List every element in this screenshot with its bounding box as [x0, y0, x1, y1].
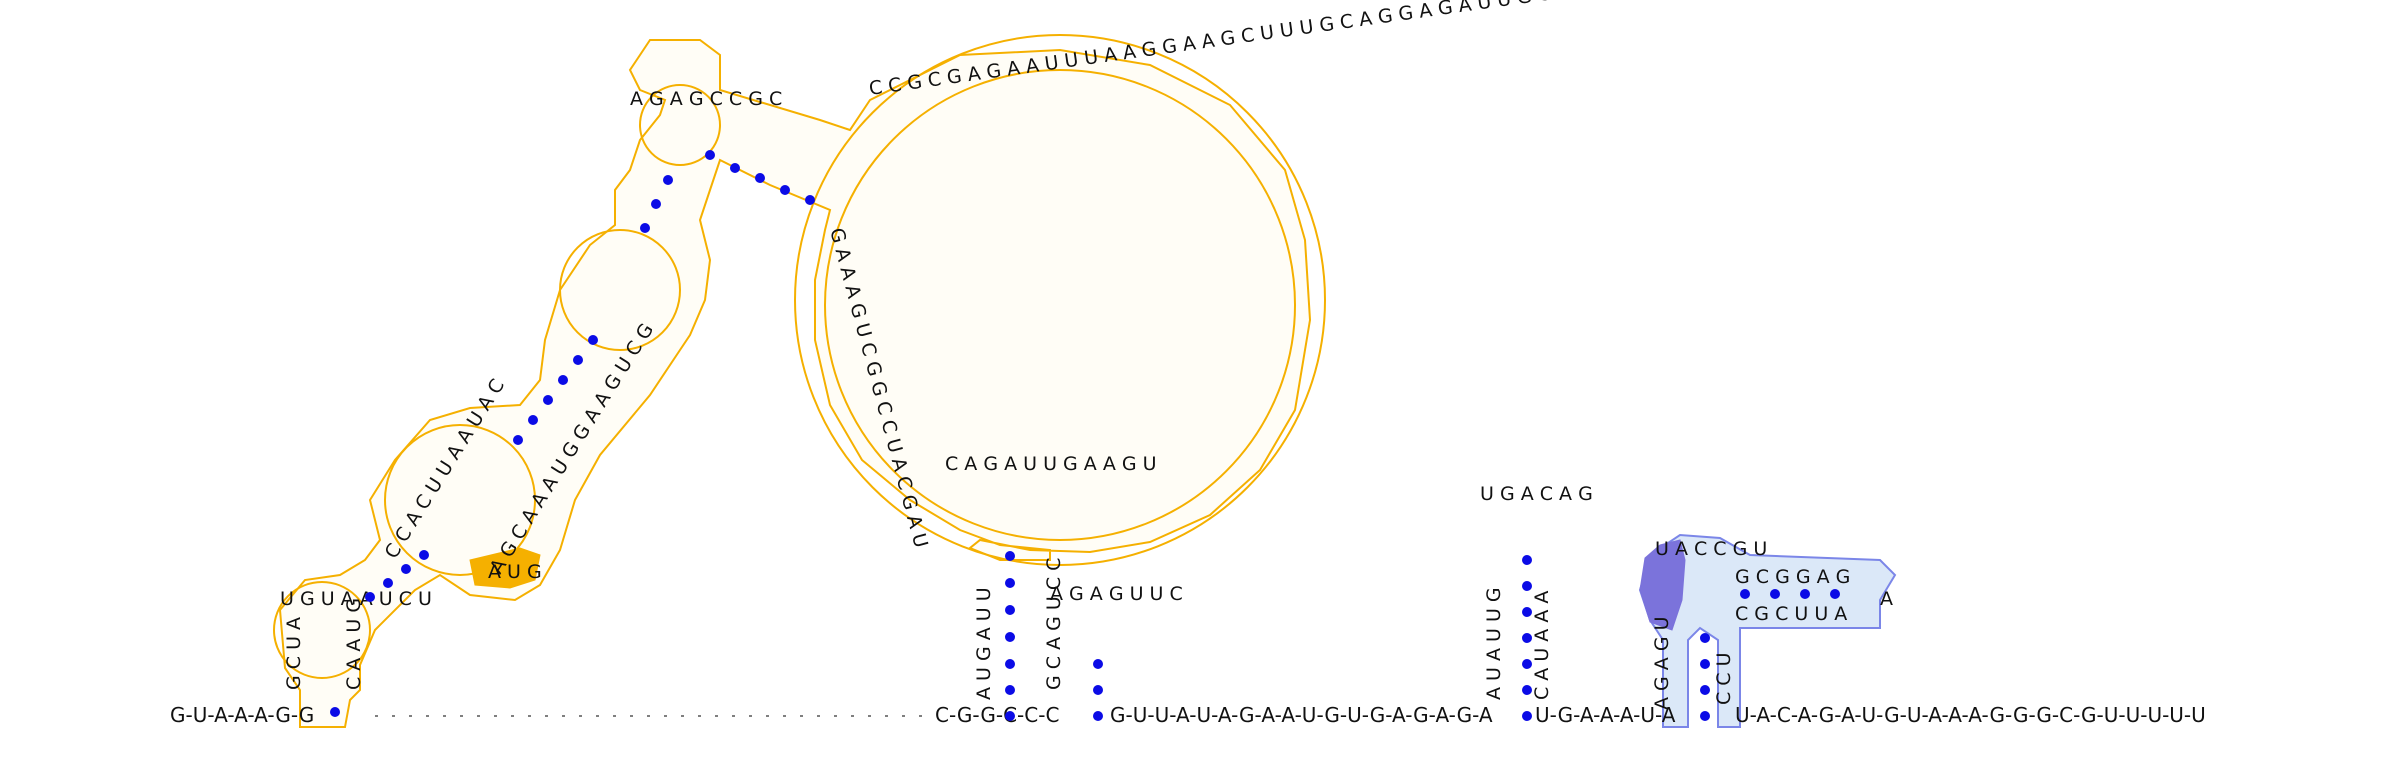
s4-inner-stem: C C U: [1713, 652, 1735, 705]
baseline-segment-1: C-G-G-C-C-C: [935, 703, 1059, 727]
hairpin1-ring: [273, 581, 371, 679]
stem1-left: G C U A: [283, 617, 305, 690]
structure-2-labels: A U G A U U C A G A U U G A A G U G C A …: [945, 453, 1183, 700]
pair-dot: [383, 578, 393, 588]
structure-1-highlight: [469, 547, 541, 589]
pair-dot: [1005, 578, 1015, 588]
pair-dot: [401, 564, 411, 574]
pair-dot: [730, 163, 740, 173]
internal-loop-1-ring: [384, 424, 536, 576]
pair-dot: [330, 707, 340, 717]
hairpin-a-stem: A U G A U U: [973, 587, 995, 700]
pair-dot: [1005, 659, 1015, 669]
structure-1-region: [273, 34, 1326, 728]
s4-stem-left: A G A G U: [1651, 616, 1673, 710]
pair-dot: [1005, 551, 1015, 561]
baseline-segment-2: G-U-U-A-U-A-G-A-A-U-G-U-G-A-G-A-G-A: [1110, 703, 1493, 727]
s4-stem-right-top: G C G G A G: [1735, 566, 1850, 588]
s3-stem-right: C A U A A A: [1531, 591, 1553, 700]
pair-dot: [1005, 711, 1015, 721]
s3-stem-left: A U A U U G: [1483, 587, 1505, 700]
baseline-segment-3: U-G-A-A-A-U-A: [1535, 703, 1676, 727]
pair-dot: [1005, 632, 1015, 642]
pair-dot: [1005, 685, 1015, 695]
structure-4-labels: A G A G U U A C C G U G C G G A G C G C …: [1651, 538, 1893, 710]
pair-dot: [513, 435, 523, 445]
pair-dot: [1522, 685, 1532, 695]
pair-dot: [663, 175, 673, 185]
hairpin-b: G C A G U C C: [1043, 558, 1065, 690]
pair-dot: [1005, 605, 1015, 615]
pair-dot: [1522, 607, 1532, 617]
pair-dot: [1522, 555, 1532, 565]
s4-stem-right-bottom: C G C U U A: [1735, 603, 1847, 625]
pair-dot: [1700, 633, 1710, 643]
s4-loop: U A C C G U: [1655, 538, 1767, 560]
pair-dot: [1093, 685, 1103, 695]
pair-dot: [651, 199, 661, 209]
pair-dot: [1740, 589, 1750, 599]
pair-dot: [1700, 659, 1710, 669]
pair-dot: [1830, 589, 1840, 599]
pair-dot: [1700, 711, 1710, 721]
pair-dot: [528, 415, 538, 425]
pair-dot: [805, 195, 815, 205]
s3-hairpin-loop: U G A C A G: [1480, 483, 1593, 505]
pair-dot: [640, 223, 650, 233]
pair-dot: [755, 173, 765, 183]
large-loop-ring: [824, 69, 1296, 541]
pair-dot: [1522, 659, 1532, 669]
structure-4-highlight: [1639, 539, 1686, 631]
pair-dot: [1700, 685, 1710, 695]
terminal-hairpin-loop: A G A G C C G C: [630, 88, 782, 110]
s4-tail: A: [1880, 588, 1893, 610]
five-prime-tail: G-U-A-A-A-G-G: [170, 703, 314, 727]
pair-dot: [1770, 589, 1780, 599]
three-prime-tail: U-A-C-A-G-A-U-G-U-A-A-A-G-G-G-C-G-U-U-U-…: [1735, 703, 2206, 727]
pair-dot: [558, 375, 568, 385]
pair-dot: [1093, 659, 1103, 669]
structure-1-outline: [278, 39, 1312, 728]
terminal-loop-ring: [639, 84, 721, 166]
pair-dot: [705, 150, 715, 160]
pair-dot: [780, 185, 790, 195]
large-loop-ring-outer: [794, 34, 1326, 566]
pair-dot: [588, 335, 598, 345]
stem1-right: C A A U G: [343, 598, 365, 690]
pair-dot: [419, 550, 429, 560]
structure-4-region: [1638, 533, 1897, 728]
pair-dot: [1800, 589, 1810, 599]
hairpin1-loop: U G U A A U C U: [280, 588, 432, 610]
pair-dot: [573, 355, 583, 365]
internal-loop-2-ring: [559, 229, 681, 351]
hairpin-b-loop: A G A G U U C: [1050, 583, 1183, 605]
pair-dot: [1522, 633, 1532, 643]
structure-3-labels: A U A U U G U G A C A G C A U A A A: [1480, 483, 1593, 700]
base-pair-dots: [330, 150, 1840, 721]
pair-dot: [365, 592, 375, 602]
highlight-region: A U G: [488, 561, 542, 583]
pair-dot: [1093, 711, 1103, 721]
pair-dot: [543, 395, 553, 405]
pair-dot: [1522, 711, 1532, 721]
pair-dot: [1522, 581, 1532, 591]
hairpin-a-loop: C A G A U U G A A G U: [945, 453, 1157, 475]
